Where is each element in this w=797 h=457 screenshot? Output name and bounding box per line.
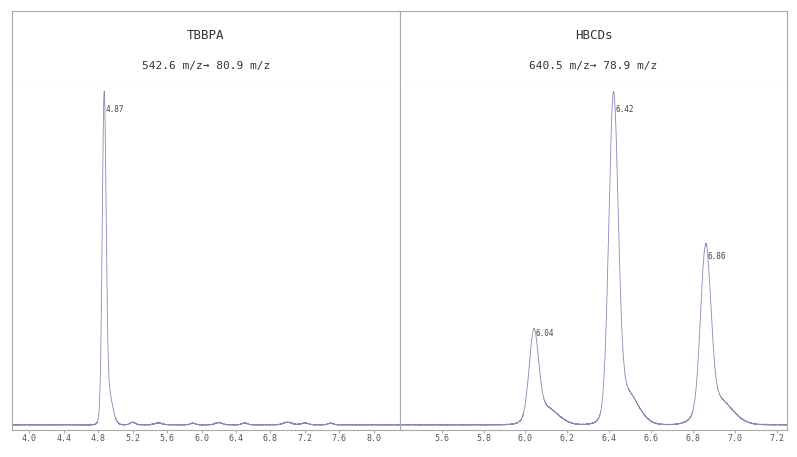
Text: 6.42: 6.42 [615, 105, 634, 113]
Text: 6.86: 6.86 [708, 252, 726, 261]
Text: 542.6 m/z→ 80.9 m/z: 542.6 m/z→ 80.9 m/z [142, 61, 270, 71]
Text: 4.87: 4.87 [105, 105, 124, 113]
Text: 640.5 m/z→ 78.9 m/z: 640.5 m/z→ 78.9 m/z [529, 61, 658, 71]
Text: 6.04: 6.04 [536, 329, 555, 338]
Text: TBBPA: TBBPA [187, 29, 225, 42]
Text: HBCDs: HBCDs [575, 29, 612, 42]
